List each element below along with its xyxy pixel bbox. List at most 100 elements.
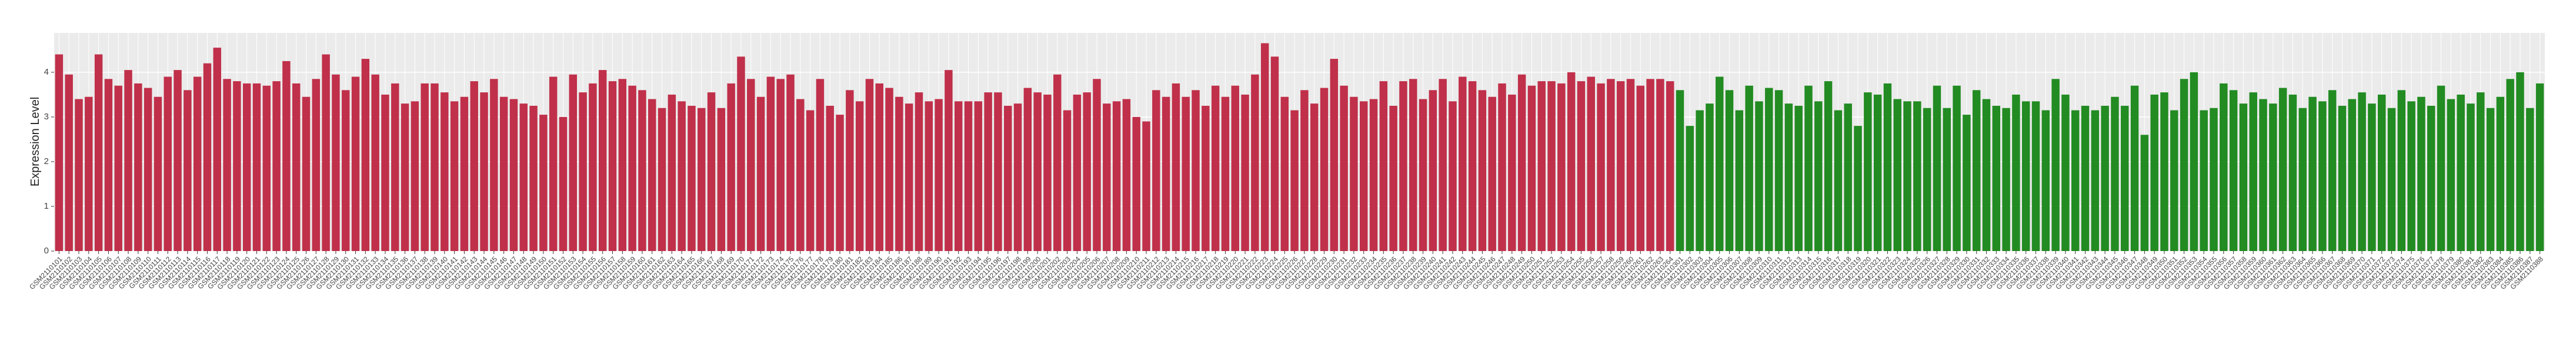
bar [2021, 101, 2030, 251]
bar [1429, 90, 1437, 252]
bar [1004, 105, 1012, 251]
bar [1716, 76, 1724, 252]
bar [2348, 99, 2357, 251]
bar [1132, 116, 1140, 251]
bar [2328, 90, 2337, 252]
bar [678, 101, 686, 251]
bar [2061, 94, 2070, 251]
bar [698, 108, 706, 251]
bar [1834, 110, 1843, 251]
bar [431, 83, 439, 252]
bar [984, 92, 992, 251]
bar [786, 74, 795, 251]
bar [2121, 105, 2129, 251]
bar [2387, 108, 2396, 251]
bar [2278, 88, 2287, 251]
bar [727, 83, 735, 252]
bar [2170, 110, 2178, 251]
bar [1043, 94, 1052, 251]
bar [836, 115, 844, 251]
bar [1774, 90, 1783, 252]
bar [529, 105, 538, 251]
bar [1616, 81, 1625, 251]
bar [1033, 92, 1042, 251]
bar [154, 96, 162, 252]
bar [796, 99, 805, 251]
bar [608, 81, 617, 251]
bar [1597, 83, 1605, 252]
bar [1794, 105, 1803, 251]
bar [1142, 121, 1150, 251]
bar [598, 70, 607, 252]
bar [1221, 96, 1230, 252]
bar [2091, 110, 2100, 251]
bar [2140, 135, 2149, 251]
bar [1706, 103, 1714, 251]
bar [381, 94, 389, 251]
bar [2358, 92, 2366, 251]
bar [450, 101, 459, 251]
bar [104, 79, 113, 251]
bar [2457, 94, 2465, 251]
bar [1636, 85, 1645, 251]
bar [75, 99, 83, 251]
bar [2002, 108, 2010, 251]
bar [549, 76, 558, 252]
bar [2051, 79, 2060, 251]
bar [1488, 96, 1496, 252]
bar [1676, 90, 1684, 252]
bar [2130, 85, 2139, 251]
bar [1360, 101, 1368, 251]
bar [480, 92, 488, 251]
bar [1656, 79, 1664, 251]
bar [1478, 90, 1487, 252]
bar [509, 99, 518, 251]
bar [351, 76, 360, 252]
bar [816, 79, 825, 251]
bar [490, 79, 498, 251]
bar [1419, 99, 1427, 251]
bar [401, 103, 409, 251]
bar [1280, 96, 1289, 252]
bar [2269, 103, 2277, 251]
bar [1725, 90, 1734, 252]
bar [1122, 99, 1131, 251]
bar [1696, 110, 1704, 251]
bar [935, 99, 943, 251]
bar [974, 101, 983, 251]
bar [1943, 108, 1951, 251]
bar [2308, 96, 2317, 252]
bar [2180, 79, 2188, 251]
bar [846, 90, 854, 252]
bar [1587, 76, 1595, 252]
bar [2259, 99, 2267, 251]
bar [1646, 79, 1654, 251]
bar [55, 54, 64, 251]
bar [114, 85, 122, 251]
bar [2437, 85, 2445, 251]
bar [747, 79, 755, 251]
bar [658, 108, 666, 251]
bar [1083, 92, 1091, 251]
bar [737, 56, 745, 251]
bar [2427, 105, 2435, 251]
bar [2041, 110, 2050, 251]
bar [1310, 103, 1319, 251]
bar [1023, 88, 1032, 251]
bar [806, 110, 815, 251]
bar [1320, 88, 1329, 251]
bar [915, 92, 923, 251]
bar [1270, 56, 1279, 251]
y-tick-label: 1 [44, 201, 49, 211]
bar [945, 70, 953, 252]
bar [1112, 101, 1121, 251]
bar [1172, 83, 1180, 252]
bar [1498, 83, 1506, 252]
bar [875, 83, 883, 252]
bar [1152, 90, 1160, 252]
bar [905, 103, 913, 251]
bar [865, 79, 874, 251]
bar [1508, 94, 1516, 251]
bar [1379, 81, 1388, 251]
bar [2526, 108, 2534, 251]
